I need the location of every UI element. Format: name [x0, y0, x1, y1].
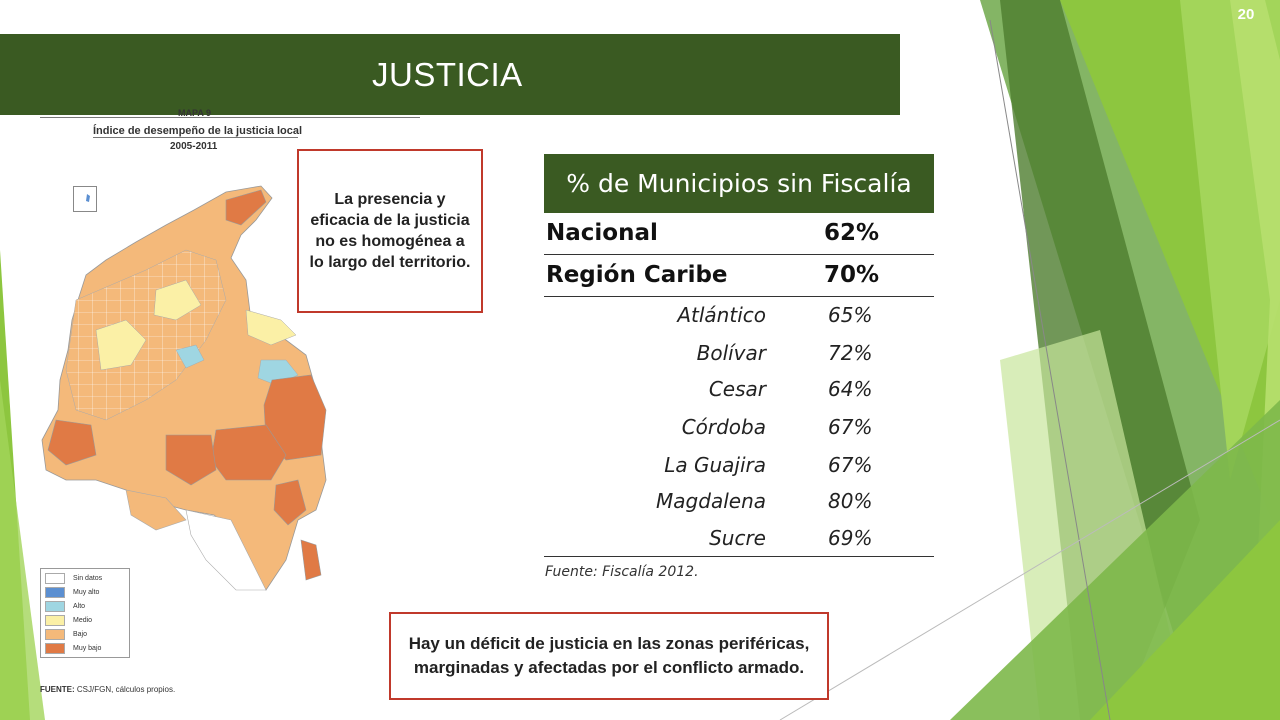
table-row: Atlántico 65%: [677, 303, 873, 327]
table-row: Sucre 69%: [709, 526, 873, 550]
map-title-rule: [93, 137, 298, 138]
legend-item: Muy alto: [45, 587, 99, 598]
page-number: 20: [1237, 6, 1255, 23]
table-row: Cesar 64%: [708, 377, 873, 401]
map-years: 2005-2011: [170, 141, 218, 152]
map-title: Índice de desempeño de la justicia local: [93, 125, 303, 137]
table-source: Fuente: Fiscalía 2012.: [545, 564, 699, 580]
map-source: FUENTE: CSJ/FGN, cálculos propios.: [40, 685, 176, 694]
callout-deficit: Hay un déficit de justicia en las zonas …: [389, 612, 829, 700]
legend-item: Medio: [45, 615, 92, 626]
table-header: % de Municipios sin Fiscalía: [544, 154, 934, 213]
legend-item: Muy bajo: [45, 643, 101, 654]
map-kicker: MAPA 9: [178, 108, 212, 118]
callout-heterogeneity: La presencia y eficacia de la justicia n…: [297, 149, 483, 313]
map-header-rule: [40, 117, 420, 118]
table-row: La Guajira 67%: [664, 453, 873, 477]
legend-item: Bajo: [45, 629, 87, 640]
title-bar: [0, 34, 900, 115]
table-row: Magdalena 80%: [656, 489, 873, 513]
table-row-region-caribe: Región Caribe 70%: [544, 255, 934, 297]
colombia-map: [41, 185, 327, 591]
legend-item: Sin datos: [45, 573, 102, 584]
legend-item: Alto: [45, 601, 85, 612]
map-legend: Sin datos Muy alto Alto Medio Bajo Muy b…: [40, 568, 130, 658]
table-row: Córdoba 67%: [681, 415, 873, 439]
map-inset-islands: [73, 186, 97, 212]
slide-title: JUSTICIA: [372, 56, 523, 93]
table-row-nacional: Nacional 62%: [544, 213, 934, 255]
table-bottom-rule: [544, 556, 934, 557]
table-row: Bolívar 72%: [696, 341, 873, 365]
